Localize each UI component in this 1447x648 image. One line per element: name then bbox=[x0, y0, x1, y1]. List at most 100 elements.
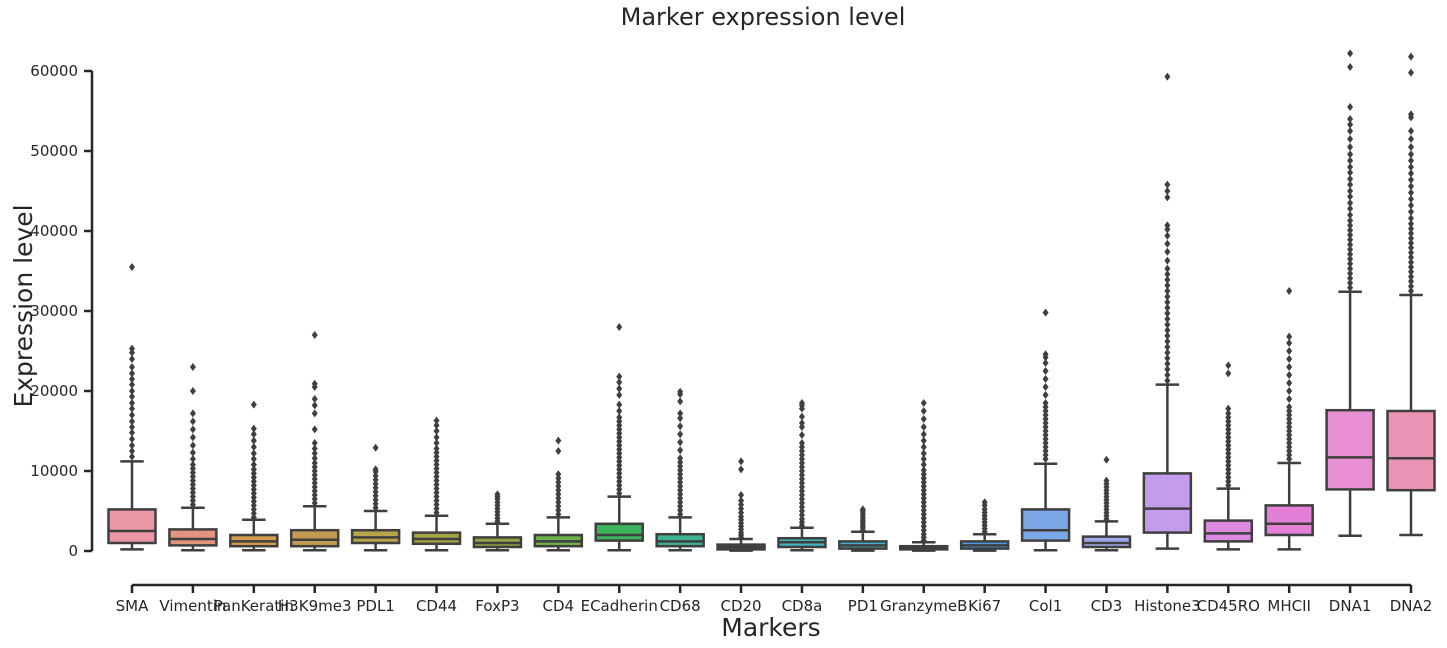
x-tick-label: Col1 bbox=[1029, 597, 1062, 615]
box-histone3 bbox=[1142, 72, 1193, 550]
outlier-point bbox=[1286, 332, 1293, 341]
outlier-point bbox=[677, 438, 684, 447]
box-series bbox=[107, 49, 1436, 552]
outlier-point bbox=[981, 498, 988, 507]
outlier-point bbox=[129, 263, 135, 271]
outlier-point bbox=[1164, 287, 1171, 295]
iqr-box bbox=[594, 522, 644, 542]
outlier-point bbox=[1103, 476, 1110, 485]
outlier-point bbox=[1408, 243, 1414, 252]
outlier-point bbox=[1164, 292, 1171, 301]
outlier-point bbox=[1164, 376, 1171, 385]
outlier-point bbox=[1164, 371, 1171, 379]
outlier-point bbox=[1408, 156, 1414, 165]
outlier-point bbox=[1408, 253, 1414, 262]
outlier-point bbox=[1408, 110, 1414, 119]
x-tick-label: DNA2 bbox=[1390, 597, 1433, 615]
y-tick-label: 10000 bbox=[30, 462, 78, 480]
outlier-point bbox=[1042, 308, 1049, 317]
box-cd20 bbox=[716, 457, 766, 552]
box-pd1 bbox=[838, 505, 888, 552]
outlier-point bbox=[1408, 219, 1414, 228]
outlier-point bbox=[189, 409, 196, 418]
outlier-point bbox=[1164, 343, 1171, 351]
outlier-point bbox=[616, 384, 623, 393]
outlier-point bbox=[1408, 188, 1414, 197]
outlier-point bbox=[129, 441, 135, 450]
box-cd8a bbox=[777, 399, 827, 552]
x-tick-label: CD8a bbox=[782, 597, 823, 615]
outlier-point bbox=[1286, 387, 1293, 395]
outlier-point bbox=[1408, 263, 1414, 271]
outlier-point bbox=[677, 414, 684, 423]
y-axis-ticks: 0 10000 20000 30000 40000 50000 60000 bbox=[30, 62, 92, 560]
outlier-point bbox=[920, 455, 927, 463]
outlier-point bbox=[920, 466, 927, 475]
box-mhcii bbox=[1264, 287, 1314, 551]
outlier-point bbox=[189, 460, 196, 469]
outlier-point bbox=[189, 441, 196, 450]
outlier-point bbox=[555, 436, 562, 445]
outlier-point bbox=[311, 439, 318, 447]
outlier-point bbox=[1164, 275, 1171, 284]
outlier-point bbox=[1347, 175, 1354, 183]
outlier-point bbox=[189, 425, 196, 434]
outlier-point bbox=[1347, 250, 1354, 259]
y-tick-label: 30000 bbox=[30, 302, 78, 320]
outlier-point bbox=[1164, 239, 1171, 248]
outlier-point bbox=[250, 465, 257, 474]
x-tick-label: PD1 bbox=[848, 597, 878, 615]
outlier-point bbox=[1225, 369, 1232, 378]
outlier-point bbox=[859, 505, 866, 514]
outlier-point bbox=[1347, 231, 1354, 239]
outlier-point bbox=[129, 404, 135, 413]
outlier-point bbox=[1347, 127, 1354, 135]
outlier-point bbox=[1347, 226, 1354, 235]
outlier-point bbox=[1408, 224, 1414, 233]
x-tick-label: MHCII bbox=[1267, 597, 1311, 615]
outlier-point bbox=[1042, 383, 1049, 391]
outlier-point bbox=[1347, 274, 1354, 283]
box-ki67 bbox=[959, 498, 1010, 552]
y-tick-label: 0 bbox=[68, 542, 78, 560]
outlier-point bbox=[1408, 287, 1414, 295]
iqr-box bbox=[289, 528, 340, 548]
outlier-point bbox=[616, 372, 623, 381]
outlier-point bbox=[129, 375, 135, 383]
outlier-point bbox=[1286, 379, 1293, 387]
outlier-point bbox=[1408, 239, 1414, 247]
outlier-point bbox=[1347, 103, 1354, 111]
outlier-point bbox=[616, 391, 623, 399]
outlier-point bbox=[1286, 355, 1293, 363]
y-tick-label: 40000 bbox=[30, 222, 78, 240]
outlier-point bbox=[311, 379, 318, 388]
outlier-point bbox=[1408, 52, 1414, 61]
outlier-point bbox=[311, 454, 318, 463]
outlier-point bbox=[1347, 240, 1354, 249]
outlier-point bbox=[433, 444, 440, 453]
outlier-point bbox=[1347, 211, 1354, 219]
outlier-point bbox=[1347, 283, 1354, 292]
x-tick-label: CD45RO bbox=[1197, 597, 1260, 615]
outlier-point bbox=[1408, 258, 1414, 267]
outlier-point bbox=[1042, 375, 1049, 383]
outlier-point bbox=[677, 446, 684, 455]
outlier-point bbox=[129, 369, 135, 378]
outlier-point bbox=[1225, 361, 1232, 370]
outlier-point bbox=[1286, 287, 1293, 295]
outlier-point bbox=[129, 417, 135, 426]
x-tick-label: PDL1 bbox=[356, 597, 395, 615]
outlier-point bbox=[920, 399, 927, 407]
outlier-point bbox=[1347, 235, 1354, 244]
box-granzymeb bbox=[899, 399, 949, 552]
y-tick-label: 60000 bbox=[30, 62, 78, 80]
outlier-point bbox=[129, 387, 135, 395]
outlier-point bbox=[129, 411, 135, 419]
outlier-point bbox=[677, 397, 684, 406]
outlier-point bbox=[129, 355, 135, 363]
x-tick-label: DNA1 bbox=[1329, 597, 1372, 615]
outlier-point bbox=[616, 407, 623, 415]
outlier-point bbox=[616, 400, 623, 409]
x-tick-label: Vimentin bbox=[159, 597, 226, 615]
